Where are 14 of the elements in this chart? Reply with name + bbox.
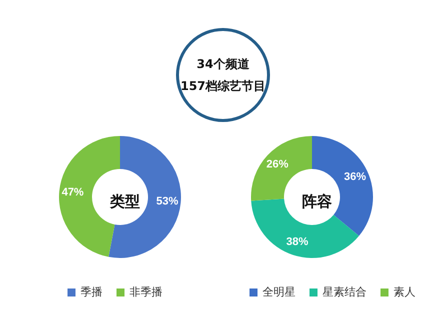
text: 类型 — [109, 194, 140, 210]
legend-label: 季播 — [80, 286, 102, 298]
legend-label: 星素结合 — [322, 286, 366, 298]
text: 阵容 — [302, 192, 332, 210]
legend-label: 全明星 — [262, 286, 296, 298]
data-label: 26% — [266, 158, 289, 170]
data-label: 36% — [344, 170, 366, 183]
text: 157档综艺节目 — [180, 78, 266, 95]
data-label: 38% — [286, 236, 309, 248]
data-label: 47% — [62, 186, 84, 199]
legend-label: 素人 — [394, 286, 416, 298]
legend-label: 非季播 — [130, 286, 162, 298]
text: 34个频道 — [196, 56, 250, 73]
data-label: 53% — [156, 195, 179, 208]
